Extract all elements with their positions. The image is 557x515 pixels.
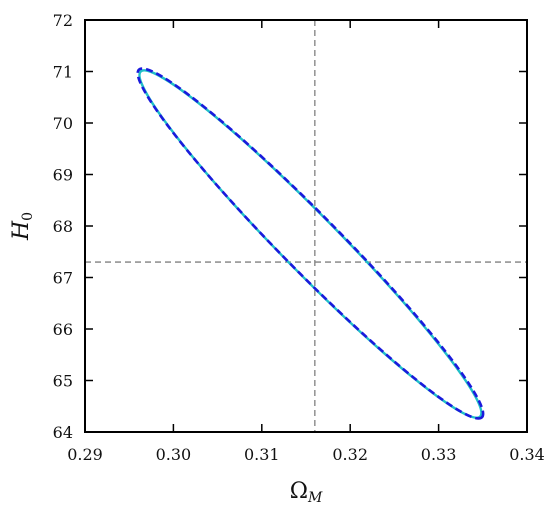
y-tick-label: 68 bbox=[53, 217, 73, 236]
y-ticks: 64 65 66 67 68 69 70 71 72 bbox=[53, 11, 527, 442]
x-tick-label: 0.30 bbox=[156, 445, 192, 464]
y-axis-label: H0 bbox=[9, 212, 36, 241]
x-axis-label-main: Ω bbox=[290, 479, 308, 504]
x-axis-label: ΩM bbox=[290, 479, 323, 506]
y-tick-label: 64 bbox=[53, 423, 73, 442]
y-tick-label: 72 bbox=[53, 11, 73, 30]
y-tick-label: 66 bbox=[53, 320, 73, 339]
y-tick-label: 69 bbox=[53, 166, 73, 185]
x-axis-label-sub: M bbox=[307, 490, 323, 506]
y-axis-label-main: H bbox=[9, 220, 34, 241]
x-tick-label: 0.34 bbox=[509, 445, 545, 464]
y-tick-label: 70 bbox=[53, 114, 73, 133]
contour-dashed bbox=[136, 67, 485, 420]
series-layer bbox=[136, 67, 485, 420]
x-tick-label: 0.32 bbox=[332, 445, 368, 464]
x-tick-label: 0.33 bbox=[421, 445, 457, 464]
x-tick-label: 0.29 bbox=[67, 445, 103, 464]
y-axis-label-sub: 0 bbox=[20, 212, 36, 221]
x-ticks: 0.29 0.30 0.31 0.32 0.33 0.34 bbox=[67, 20, 545, 464]
reference-lines bbox=[85, 20, 527, 432]
contour-solid bbox=[138, 69, 483, 419]
y-tick-label: 65 bbox=[53, 372, 73, 391]
y-tick-label: 67 bbox=[53, 269, 73, 288]
y-tick-label: 71 bbox=[53, 63, 73, 82]
plot-frame bbox=[84, 19, 528, 433]
x-tick-label: 0.31 bbox=[244, 445, 280, 464]
